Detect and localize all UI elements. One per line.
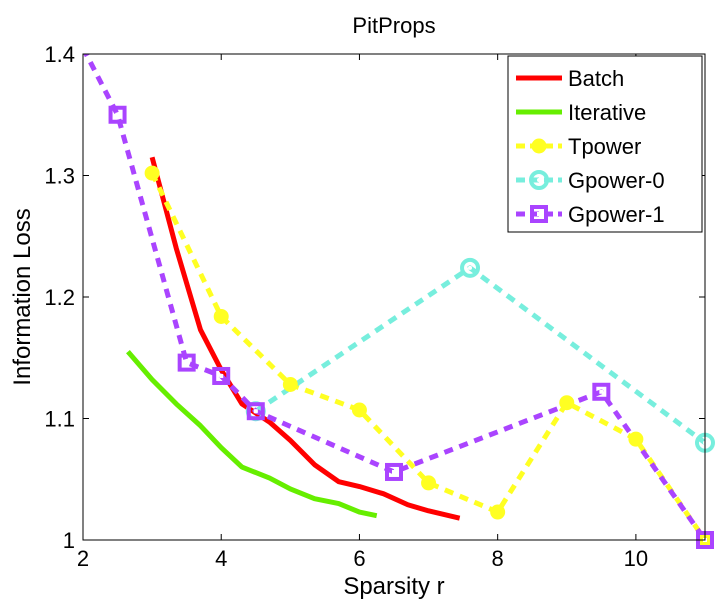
y-tick-label: 1.4: [44, 42, 75, 67]
y-tick-label: 1.3: [44, 164, 75, 189]
axis-layer: 2 4 6 8 10 1 1.1 1.2 1.3 1.4: [44, 42, 705, 571]
series-line-iterative: [126, 350, 378, 519]
legend-marker: [530, 205, 548, 223]
data-point-gpower-1: [246, 402, 265, 421]
legend-label: Iterative: [568, 100, 646, 125]
data-point-tpower: [144, 165, 160, 181]
legend-marker: [531, 138, 547, 154]
legend-item-gpower-1: Gpower-1: [516, 202, 665, 227]
y-tick-label: 1.2: [44, 285, 75, 310]
x-axis-label: Sparsity r: [343, 573, 444, 600]
legend-label: Batch: [568, 66, 624, 91]
data-point-gpower-1: [592, 382, 611, 401]
legend-item-gpower-0: Gpower-0: [516, 168, 665, 193]
x-tick-label: 6: [353, 546, 365, 571]
x-tick-label: 10: [624, 546, 648, 571]
x-tick-label: 2: [77, 546, 89, 571]
chart-title: PitProps: [352, 13, 435, 38]
legend-item-batch: Batch: [516, 66, 624, 91]
legend-label: Gpower-0: [568, 168, 665, 193]
legend-label: Gpower-1: [568, 202, 665, 227]
data-point-tpower: [213, 308, 229, 324]
data-point-tpower: [628, 431, 644, 447]
legend-item-tpower: Tpower: [516, 134, 641, 159]
data-point-gpower-1: [385, 462, 403, 481]
data-point-tpower: [490, 504, 506, 520]
series-line-batch: [149, 156, 461, 521]
legend-marker: [529, 170, 549, 190]
series-line-gpower-0: [254, 265, 705, 445]
x-tick-label: 4: [215, 546, 227, 571]
legend-label: Tpower: [568, 134, 641, 159]
legend-item-iterative: Iterative: [516, 100, 646, 125]
y-tick-label: 1.1: [44, 407, 75, 432]
data-point-tpower: [351, 402, 367, 418]
data-point-tpower: [559, 395, 575, 411]
data-point-tpower: [421, 475, 437, 491]
legend: Batch Iterative Tpower Gpower-0 Gpower-1: [507, 55, 703, 233]
y-axis-label: Information Loss: [9, 208, 36, 385]
y-tick-label: 1: [63, 528, 75, 553]
x-tick-label: 8: [492, 546, 504, 571]
data-point-gpower-1: [108, 105, 127, 124]
data-point-tpower: [282, 376, 298, 392]
data-point-gpower-1: [177, 353, 196, 372]
data-point-gpower-0: [460, 257, 481, 278]
data-point-gpower-1: [212, 366, 231, 385]
